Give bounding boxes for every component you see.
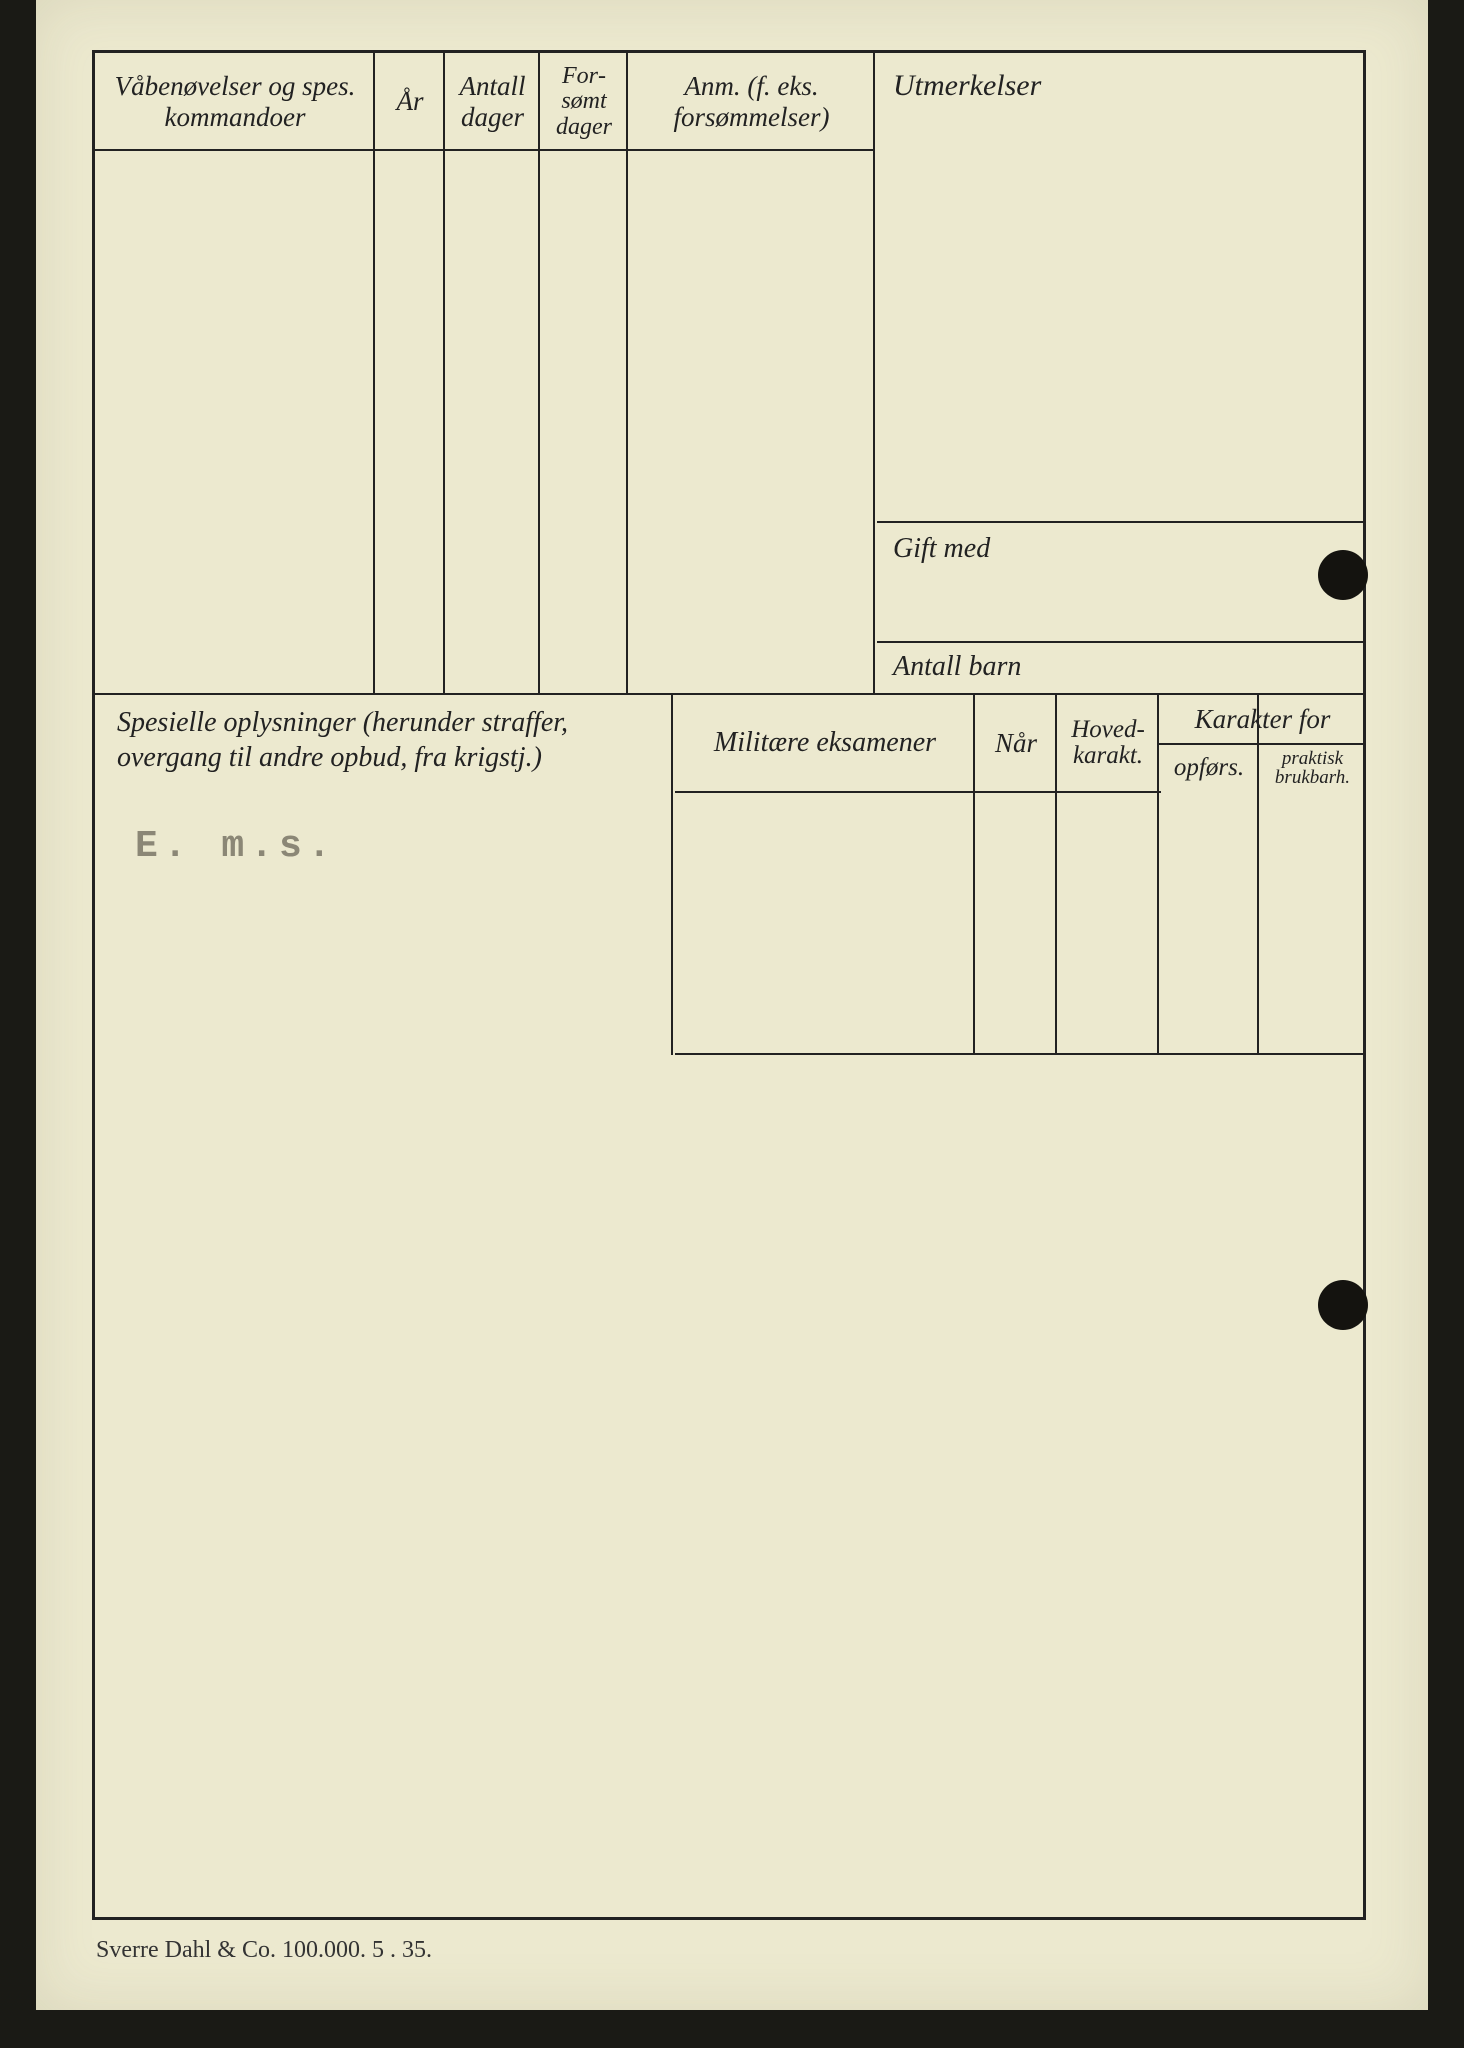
printer-imprint: Sverre Dahl & Co. 100.000. 5 . 35. [96, 1937, 432, 1964]
header-conduct: opførs. [1159, 745, 1259, 791]
married-box: Gift med [877, 523, 1366, 643]
paper-card: Våbenøvelser og spes. kommandoer År Anta… [36, 0, 1428, 2010]
exams-table: Karakter for Militære eksamener Når Hove… [675, 695, 1366, 1055]
distinctions-label: Utmerkelser [893, 69, 1041, 103]
form-frame: Våbenøvelser og spes. kommandoer År Anta… [92, 50, 1366, 1920]
header-when: Når [975, 695, 1057, 791]
right-info-panel: Utmerkelser Gift med Antall barn [877, 53, 1366, 693]
header-main-grade: Hoved­karakt. [1057, 695, 1159, 791]
children-label: Antall barn [893, 651, 1021, 683]
header-exercises: Våbenøvelser og spes. kommandoer [95, 53, 375, 151]
exercises-header-row: Våbenøvelser og spes. kommandoer År Anta… [95, 53, 873, 151]
children-box: Antall barn [877, 643, 1366, 693]
header-exam: Militære eksamener [675, 695, 975, 791]
exercises-table: Våbenøvelser og spes. kommandoer År Anta… [95, 53, 875, 693]
punch-hole-icon [1318, 1280, 1368, 1330]
special-info-label: Spesielle oplysninger (herunder straffer… [117, 705, 659, 775]
header-year: År [375, 53, 445, 151]
header-missed: For­sømt dager [540, 53, 628, 151]
special-info-box: Spesielle oplysninger (herunder straffer… [95, 695, 673, 1055]
distinctions-box: Utmerkelser [877, 53, 1366, 523]
married-label: Gift med [893, 533, 990, 565]
header-practical: praktisk bruk­barh. [1259, 745, 1366, 791]
middle-section: Spesielle oplysninger (herunder straffer… [95, 693, 1363, 1053]
header-remarks: Anm. (f. eks. forsømmelser) [628, 53, 875, 151]
exam-header-underline [675, 791, 1161, 793]
header-days: Antall dager [445, 53, 540, 151]
header-grade-for: Karakter for [1159, 695, 1366, 745]
punch-hole-icon [1318, 550, 1368, 600]
special-info-typed-value: E. m.s. [135, 825, 337, 868]
